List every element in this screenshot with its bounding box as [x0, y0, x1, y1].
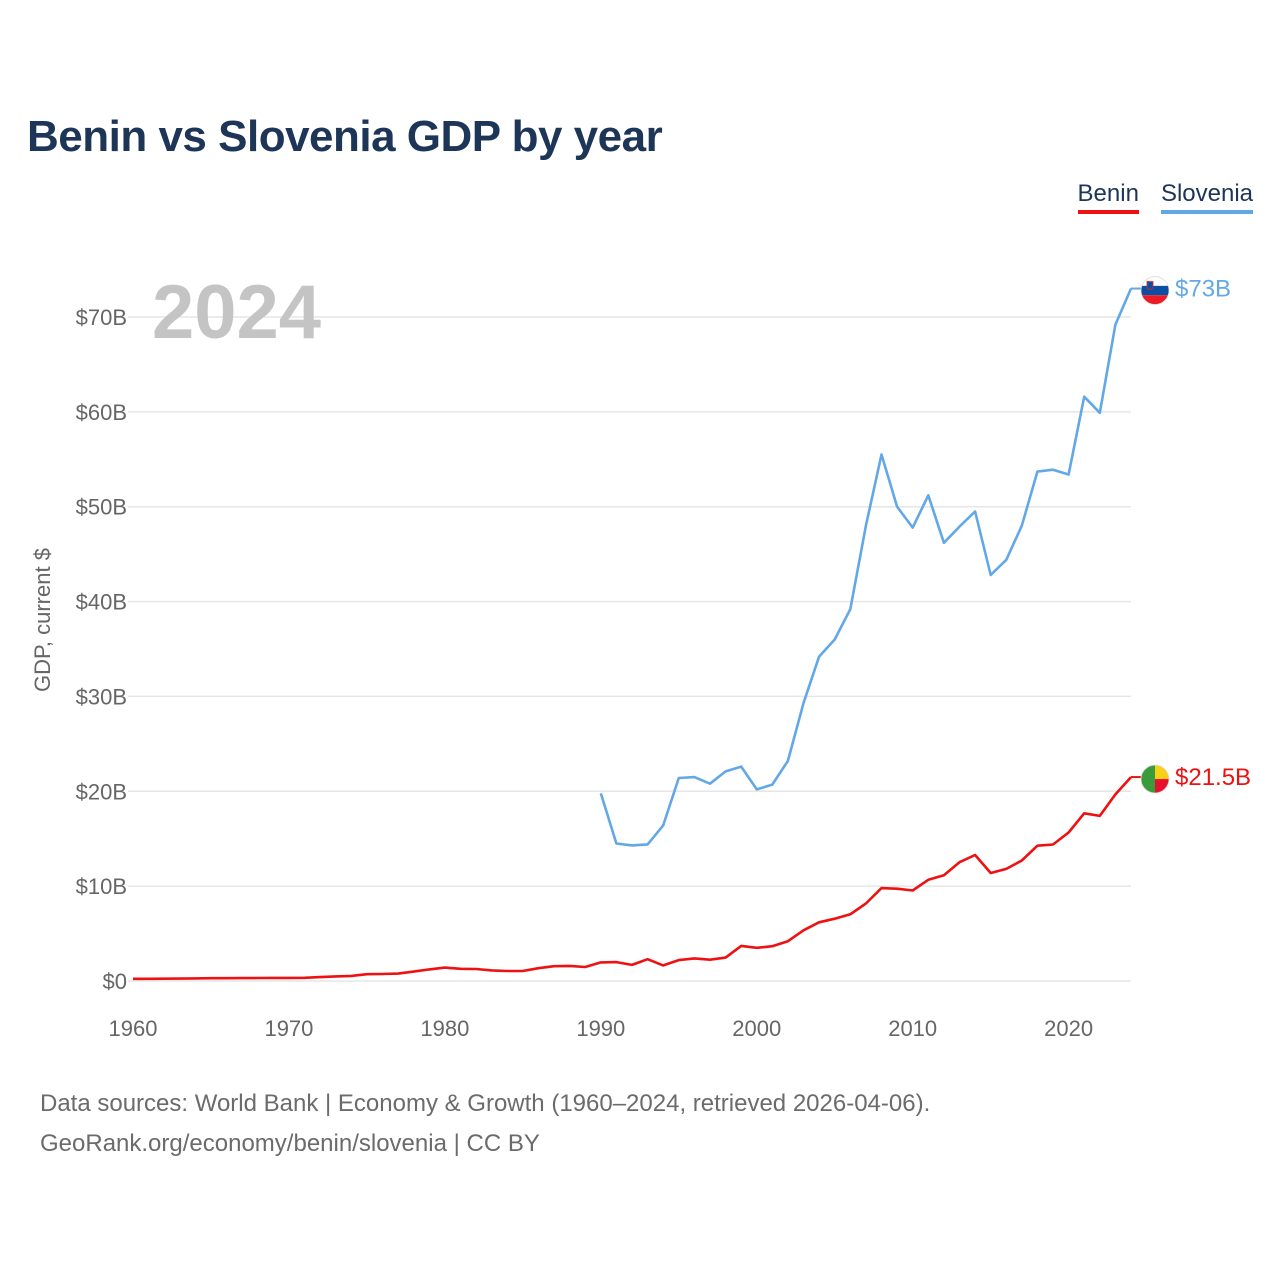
legend-benin[interactable]: Benin [1077, 180, 1139, 214]
end-markers: $21.5B $73B [1131, 276, 1251, 794]
x-tick-label: 2010 [888, 1016, 937, 1041]
gdp-line-chart: $0$10B$20B$30B$40B$50B$60B$70B 1960 1970 1… [30, 270, 1251, 1041]
source-note: Data sources: World Bank | Economy & Gro… [40, 1084, 930, 1164]
x-tick-label: 2020 [1044, 1016, 1093, 1041]
y-tick-label: $0 [103, 969, 127, 994]
y-tick-label: $30B [76, 684, 127, 709]
x-tick-label: 1990 [576, 1016, 625, 1041]
y-axis-ticks: $0 $10B $20B $30B $40B $50B $60B $70B [76, 305, 127, 994]
legend: Benin Slovenia [1077, 180, 1253, 214]
x-tick-label: 1970 [264, 1016, 313, 1041]
current-year-label: 2024 [152, 270, 321, 355]
x-tick-label: 1980 [420, 1016, 469, 1041]
y-tick-label: $70B [76, 305, 127, 330]
y-tick-label: $20B [76, 779, 127, 804]
series-line-benin[interactable] [133, 776, 1132, 981]
grid-lines [128, 316, 1131, 982]
slovenia-flag-icon [1141, 276, 1169, 305]
y-tick-label: $40B [76, 590, 127, 615]
y-axis-title: GDP, current $ [30, 548, 55, 692]
source-line-1: Data sources: World Bank | Economy & Gro… [40, 1090, 931, 1117]
source-line-2[interactable]: GeoRank.org/economy/benin/slovenia | CC … [40, 1130, 540, 1157]
y-tick-label: $50B [76, 495, 127, 520]
legend-slovenia[interactable]: Slovenia [1160, 180, 1253, 214]
y-tick-label: $10B [76, 874, 127, 899]
series-lines [133, 287, 1133, 981]
x-tick-label: 1960 [109, 1016, 158, 1041]
chart-title: Benin vs Slovenia GDP by year [27, 112, 663, 161]
x-axis-ticks: 1960 1970 1980 1990 2000 2010 2020 [109, 1016, 1094, 1041]
end-value-label-slovenia: $73B [1175, 276, 1231, 303]
y-tick-label: $60B [76, 400, 127, 425]
x-tick-label: 2000 [732, 1016, 781, 1041]
series-line-slovenia[interactable] [599, 287, 1133, 847]
end-value-label-benin: $21.5B [1175, 764, 1251, 791]
